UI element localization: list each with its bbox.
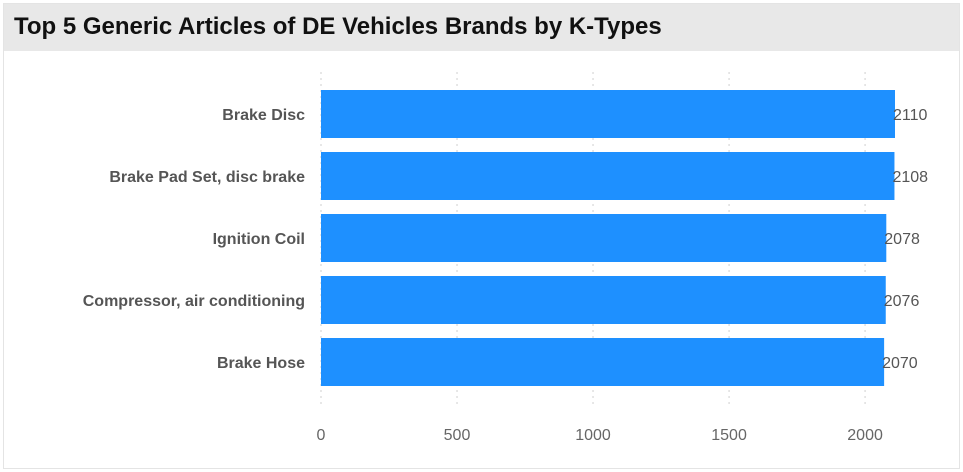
labels: 0 500 1000 1500 2000 Brake Disc 2110 Brake Pad …: [83, 107, 928, 444]
x-tick-label: 1500: [711, 427, 747, 444]
category-label: Brake Hose: [217, 355, 305, 372]
x-tick-label: 500: [444, 427, 471, 444]
chart-title: Top 5 Generic Articles of DE Vehicles Br…: [14, 13, 662, 40]
bar-compressor-air-conditioning[interactable]: [321, 276, 886, 324]
x-tick-label: 1000: [575, 427, 611, 444]
bar-brake-disc[interactable]: [321, 90, 895, 138]
value-label: 2070: [882, 355, 918, 372]
category-label: Brake Disc: [222, 107, 305, 124]
value-label: 2110: [893, 107, 928, 124]
category-label: Brake Pad Set, disc brake: [109, 169, 305, 186]
bars: [321, 90, 895, 386]
bar-brake-pad-set-disc-brake[interactable]: [321, 152, 895, 200]
value-label: 2108: [892, 169, 928, 186]
bar-brake-hose[interactable]: [321, 338, 885, 386]
x-tick-label: 0: [317, 427, 326, 444]
title-bar: Top 5 Generic Articles of DE Vehicles Br…: [4, 4, 959, 51]
value-label: 2078: [884, 231, 920, 248]
value-label: 2076: [884, 293, 920, 310]
category-label: Ignition Coil: [213, 231, 305, 248]
category-label: Compressor, air conditioning: [83, 293, 305, 310]
x-tick-label: 2000: [847, 427, 883, 444]
bar-ignition-coil[interactable]: [321, 214, 887, 262]
